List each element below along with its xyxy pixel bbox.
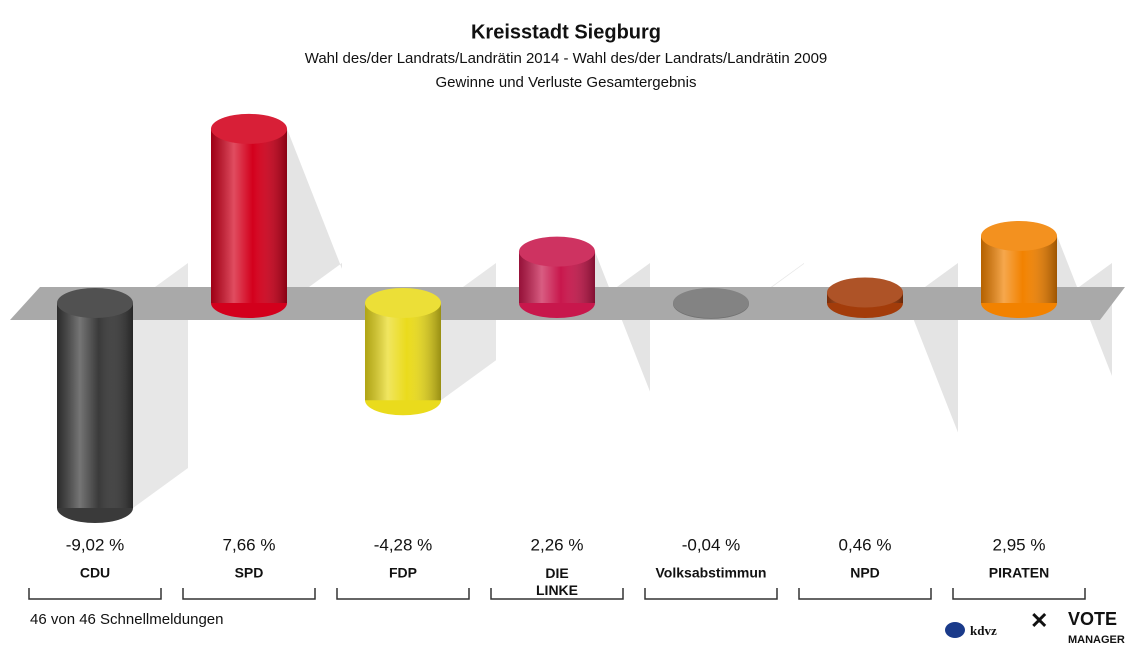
bar-shadow xyxy=(1057,235,1112,376)
bar-shine xyxy=(57,303,133,508)
x-tick-label: DIE LINKE xyxy=(536,565,578,598)
category-bracket xyxy=(798,588,932,600)
bar-cap-highlight xyxy=(673,288,749,318)
logo-icon xyxy=(945,622,965,638)
x-tick-label: SPD xyxy=(235,565,264,581)
x-tick-label: Volksabstimmun xyxy=(656,565,767,581)
chart-subtitle: Wahl des/der Landrats/Landrätin 2014 - W… xyxy=(305,50,828,67)
value-label: 2,95 % xyxy=(993,535,1046,554)
bar-shadow xyxy=(441,263,496,401)
bar-shine xyxy=(211,128,287,303)
bar-shadow xyxy=(287,128,342,303)
bar-shadow xyxy=(595,251,650,392)
value-label: 0,46 % xyxy=(839,535,892,554)
x-tick-label: CDU xyxy=(80,565,110,581)
bar-cap-highlight xyxy=(827,277,903,308)
category-bracket xyxy=(336,588,470,600)
bar-cap-highlight xyxy=(519,236,595,267)
logo-text: MANAGER xyxy=(1068,634,1125,646)
bar-cap xyxy=(57,288,133,318)
x-tick-label: NPD xyxy=(850,565,880,581)
chart-subtitle: Gewinne und Verluste Gesamtergebnis xyxy=(436,74,697,91)
x-tick-label: FDP xyxy=(389,565,417,581)
bar-shine xyxy=(365,303,441,401)
bar-cap xyxy=(981,220,1057,251)
footnote: 46 von 46 Schnellmeldungen xyxy=(30,611,223,628)
bar-cap xyxy=(827,277,903,308)
logo-text: kdvz xyxy=(970,623,997,638)
value-label: 2,26 % xyxy=(531,535,584,554)
category-bracket xyxy=(28,588,162,600)
category-bracket xyxy=(490,588,624,600)
bar-cap xyxy=(211,113,287,144)
logo-text: VOTE xyxy=(1068,609,1117,629)
value-label: -0,04 % xyxy=(682,535,741,554)
bar-cap-highlight xyxy=(57,288,133,318)
x-tick-label: PIRATEN xyxy=(989,565,1049,581)
bar-cap-highlight xyxy=(981,220,1057,251)
value-label: -9,02 % xyxy=(66,535,125,554)
category-bracket xyxy=(644,588,778,600)
bar-shadow xyxy=(133,263,188,508)
bar-cap-highlight xyxy=(365,288,441,318)
value-label: -4,28 % xyxy=(374,535,433,554)
bar-cap xyxy=(519,236,595,267)
bar-cap xyxy=(365,288,441,318)
bar-cap-highlight xyxy=(211,113,287,144)
logo-x: ✕ xyxy=(1030,608,1048,633)
chart-title: Kreisstadt Siegburg xyxy=(471,21,661,43)
bar-cap xyxy=(673,288,749,318)
value-label: 7,66 % xyxy=(223,535,276,554)
category-bracket xyxy=(952,588,1086,600)
category-bracket xyxy=(182,588,316,600)
logo: kdvz ✕ VOTE MANAGER xyxy=(945,608,1125,646)
